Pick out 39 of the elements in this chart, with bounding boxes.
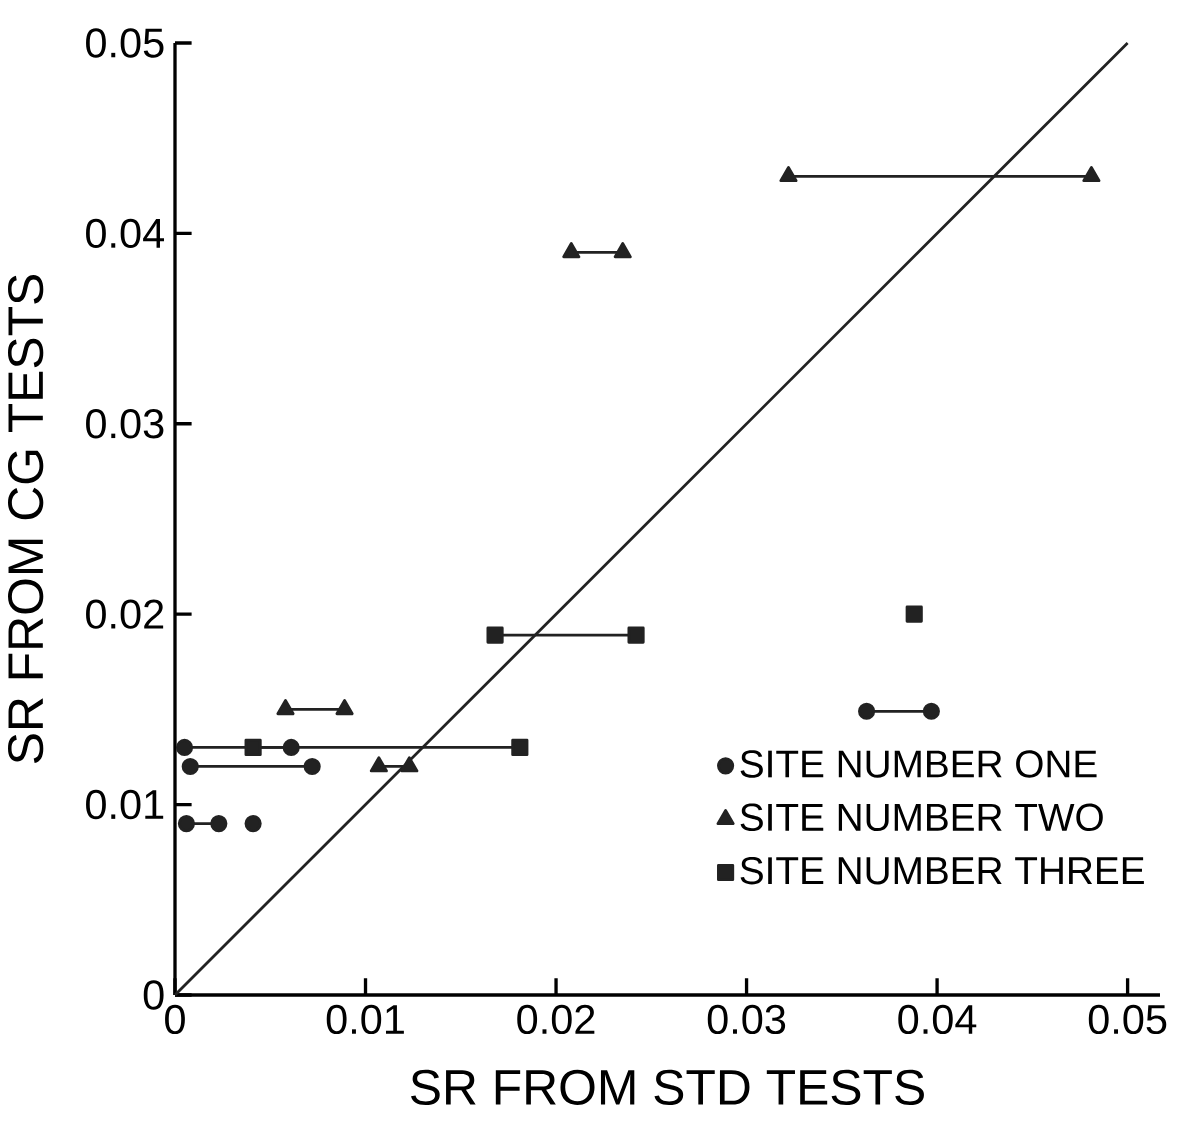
x-tick-label: 0.02 xyxy=(517,1004,595,1035)
point xyxy=(511,738,529,757)
y-axis-title: SR FROM CG TESTS xyxy=(8,275,44,764)
point xyxy=(562,242,581,259)
x-axis-title: SR FROM STD TESTS xyxy=(411,1069,924,1106)
y-tick-label: 0 xyxy=(143,980,164,1010)
point xyxy=(244,738,262,757)
x-tick-label: 0.05 xyxy=(1088,1004,1167,1035)
point xyxy=(335,699,354,716)
y-tick-label: 0.05 xyxy=(86,28,164,58)
point xyxy=(303,757,321,776)
x-tick-label: 0.01 xyxy=(326,1004,404,1035)
y-tick-label: 0.02 xyxy=(86,599,164,629)
point xyxy=(400,756,419,773)
point xyxy=(276,699,295,716)
y-tick-label: 0.01 xyxy=(86,789,164,820)
y-tick-label: 0.04 xyxy=(86,218,165,249)
point xyxy=(905,605,923,623)
x-tick-label: 0.03 xyxy=(707,1004,786,1035)
point xyxy=(779,166,798,183)
point xyxy=(282,738,300,757)
point xyxy=(369,756,388,773)
point xyxy=(922,702,940,720)
x-tick-label: 0 xyxy=(165,1004,185,1035)
point xyxy=(177,815,196,833)
point xyxy=(181,757,199,776)
point xyxy=(858,702,876,720)
legend-label: SITE NUMBER ONE xyxy=(740,750,1097,778)
legend-label: SITE NUMBER TWO xyxy=(740,803,1103,832)
legend-label: SITE NUMBER THREE xyxy=(740,856,1144,885)
point xyxy=(244,815,262,833)
point xyxy=(627,626,645,644)
x-tick-label: 0.04 xyxy=(898,1004,977,1035)
point xyxy=(1082,166,1101,183)
point xyxy=(175,738,194,757)
point xyxy=(613,242,632,259)
point xyxy=(210,815,228,833)
point xyxy=(486,626,504,644)
y-tick-label: 0.03 xyxy=(86,409,164,439)
